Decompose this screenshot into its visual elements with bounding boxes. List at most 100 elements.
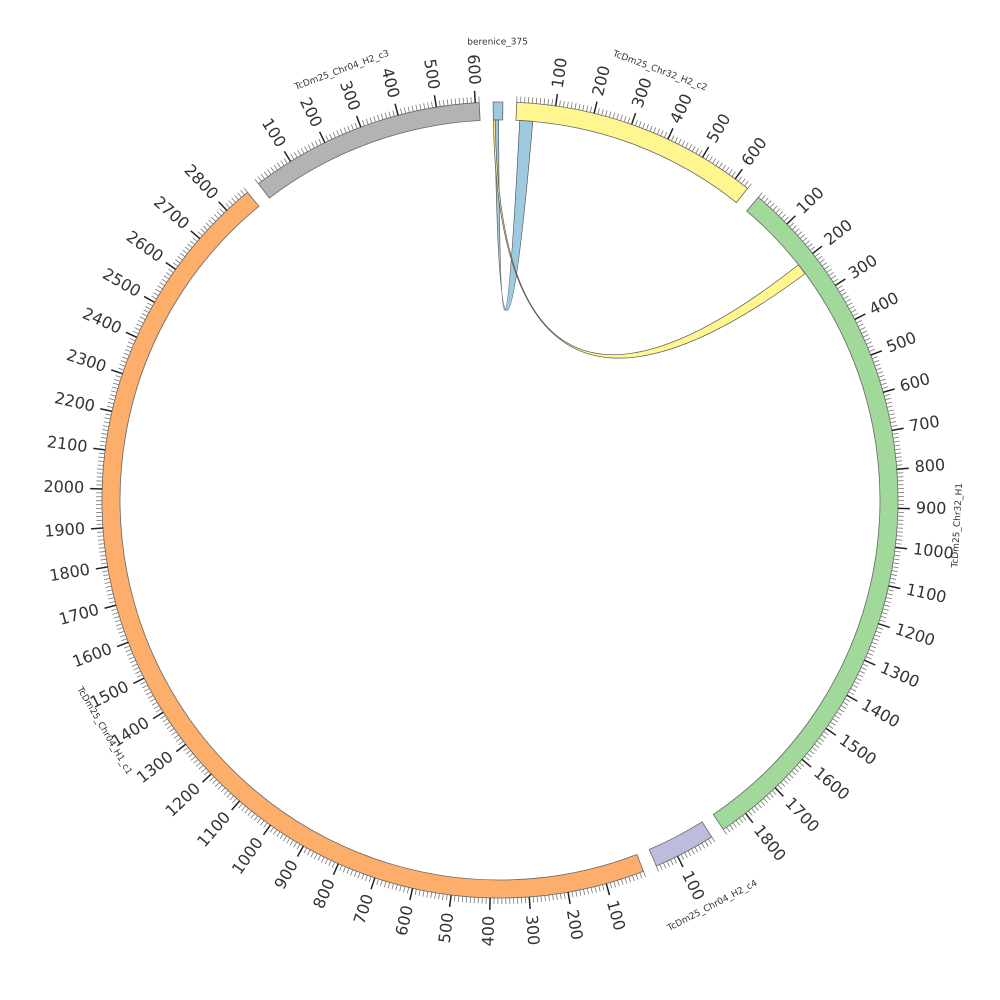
minor-tick <box>583 889 586 896</box>
minor-tick <box>708 156 713 162</box>
minor-tick <box>377 114 380 121</box>
minor-tick <box>129 338 136 342</box>
tick-label: 300 <box>336 78 364 113</box>
minor-tick <box>586 105 589 112</box>
minor-tick <box>758 192 763 198</box>
minor-tick <box>414 889 417 896</box>
tick-label: 800 <box>914 455 946 476</box>
minor-tick <box>886 405 894 408</box>
minor-tick <box>321 856 325 863</box>
major-tick <box>318 131 326 143</box>
minor-tick <box>132 330 139 335</box>
minor-tick <box>889 581 896 584</box>
minor-tick <box>634 119 638 126</box>
tick-label: 1100 <box>904 580 948 607</box>
minor-tick <box>886 401 893 404</box>
minor-tick <box>465 896 468 903</box>
minor-tick <box>318 138 322 145</box>
minor-tick <box>725 166 730 173</box>
minor-tick <box>108 398 115 401</box>
minor-tick <box>732 822 737 828</box>
minor-tick <box>380 113 384 120</box>
minor-tick <box>209 776 215 782</box>
minor-tick <box>881 612 888 615</box>
major-tick <box>409 888 414 901</box>
minor-tick <box>384 112 388 119</box>
minor-tick <box>850 309 857 313</box>
major-tick <box>846 694 858 702</box>
minor-tick <box>244 808 249 814</box>
major-tick <box>528 896 531 909</box>
major-tick <box>605 883 611 896</box>
minor-tick <box>368 876 372 883</box>
minor-tick <box>307 849 311 856</box>
minor-tick <box>184 246 191 251</box>
minor-tick <box>741 178 746 184</box>
minor-tick <box>742 815 747 821</box>
minor-tick <box>172 262 179 267</box>
tick-label: 500 <box>884 328 919 357</box>
minor-tick <box>804 755 810 761</box>
minor-tick <box>852 684 858 689</box>
minor-tick <box>660 130 664 137</box>
major-tick <box>110 369 123 375</box>
major-tick <box>433 95 438 108</box>
minor-tick <box>896 535 903 537</box>
minor-tick <box>862 334 869 338</box>
minor-tick <box>827 724 834 729</box>
major-tick <box>296 845 305 857</box>
minor-tick <box>586 888 589 895</box>
minor-tick <box>103 574 110 577</box>
major-tick <box>165 261 177 271</box>
minor-tick <box>106 405 113 408</box>
minor-tick <box>895 543 902 545</box>
minor-tick <box>415 104 418 111</box>
minor-tick <box>891 425 898 427</box>
minor-tick <box>136 323 142 327</box>
major-tick <box>774 787 784 797</box>
tick-label: 700 <box>908 412 941 436</box>
minor-tick <box>192 237 198 242</box>
minor-tick <box>277 162 282 169</box>
minor-tick <box>257 176 262 182</box>
minor-tick <box>659 864 663 871</box>
tick-label: 1700 <box>57 600 101 629</box>
minor-tick <box>339 128 344 135</box>
minor-tick <box>307 144 312 150</box>
minor-tick <box>107 593 114 596</box>
minor-tick <box>183 747 189 752</box>
tick-label: 600 <box>737 134 770 170</box>
minor-tick <box>430 892 433 899</box>
minor-tick <box>814 252 820 257</box>
minor-tick <box>888 413 895 416</box>
minor-tick <box>893 558 900 561</box>
minor-tick <box>347 125 351 132</box>
major-tick <box>834 278 846 287</box>
major-tick <box>630 112 637 125</box>
minor-tick <box>559 893 562 900</box>
minor-tick <box>873 360 880 363</box>
tick-label: 900 <box>270 857 302 893</box>
minor-tick <box>563 892 566 899</box>
minor-tick <box>220 787 226 793</box>
minor-tick <box>450 98 453 105</box>
minor-tick <box>361 873 365 880</box>
minor-tick <box>857 323 864 327</box>
minor-tick <box>865 656 872 660</box>
minor-tick <box>314 140 319 147</box>
minor-tick <box>866 341 872 345</box>
minor-tick <box>635 873 639 880</box>
tick-label: 400 <box>866 288 902 319</box>
tick-label: 1000 <box>228 834 267 878</box>
minor-tick <box>240 189 245 196</box>
minor-tick <box>860 667 867 671</box>
minor-tick <box>886 593 893 596</box>
minor-tick <box>892 562 899 565</box>
minor-tick <box>807 243 813 248</box>
minor-tick <box>461 896 464 903</box>
minor-tick <box>247 810 252 816</box>
minor-tick <box>701 842 706 849</box>
major-tick <box>854 313 866 321</box>
minor-tick <box>891 570 898 573</box>
minor-tick <box>219 208 225 214</box>
